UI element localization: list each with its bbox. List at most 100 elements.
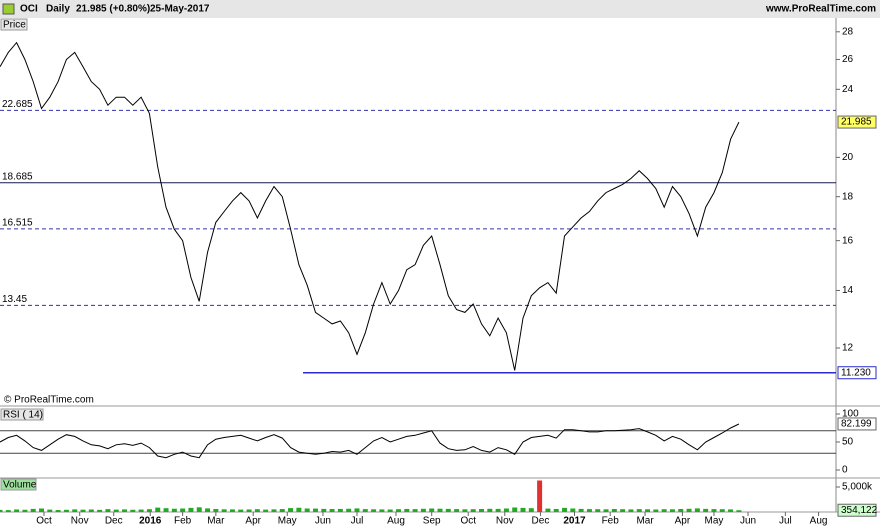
- volume-bar: [130, 509, 136, 512]
- volume-bar: [22, 509, 28, 512]
- volume-bar: [180, 508, 186, 512]
- x-tick-label: Oct: [460, 516, 476, 527]
- x-tick-label: May: [278, 516, 297, 527]
- volume-bar: [229, 509, 235, 512]
- volume-bar: [122, 509, 128, 512]
- period: Daily: [46, 4, 70, 15]
- level-label: 11.230: [841, 367, 871, 378]
- volume-bar: [520, 507, 526, 512]
- volume-bar: [213, 509, 219, 512]
- volume-bar: [711, 509, 717, 512]
- volume-bar: [578, 508, 584, 512]
- x-tick-label: Mar: [207, 516, 225, 527]
- volume-bar: [205, 508, 211, 512]
- volume-bar: [321, 508, 327, 512]
- volume-bar: [47, 509, 53, 512]
- watermark: © ProRealTime.com: [4, 395, 94, 406]
- y-tick-label: 0: [842, 465, 848, 476]
- last-value-label: 82.199: [841, 419, 872, 430]
- volume-bar: [586, 509, 592, 512]
- last-value-label: 21.985: [841, 117, 872, 128]
- volume-bar: [371, 509, 377, 512]
- volume-bar: [254, 509, 260, 512]
- volume-bar: [570, 508, 576, 512]
- last-value-label: 354,122: [841, 505, 878, 516]
- volume-bar: [462, 509, 468, 512]
- volume-bar: [437, 508, 443, 512]
- volume-bar: [72, 509, 78, 512]
- volume-bar: [636, 509, 642, 512]
- volume-bar: [661, 509, 667, 512]
- volume-bar: [669, 509, 675, 512]
- volume-bar: [736, 510, 742, 512]
- volume-bar: [354, 508, 360, 512]
- last-value-box: [837, 503, 877, 517]
- volume-bar: [39, 508, 44, 512]
- x-tick-label: Nov: [496, 516, 514, 527]
- volume-bar: [512, 507, 518, 512]
- volume-bar: [155, 507, 161, 512]
- volume-bar: [404, 508, 410, 512]
- volume-bar: [686, 508, 692, 512]
- volume-bar: [221, 509, 227, 512]
- quote: 21.985 (+0.80%): [76, 4, 150, 15]
- volume-bar: [620, 509, 626, 512]
- volume-bar: [487, 508, 493, 512]
- volume-bar: [113, 509, 119, 512]
- x-tick-label: Feb: [174, 516, 192, 527]
- volume-bar: [80, 509, 86, 512]
- volume-bar: [97, 509, 103, 512]
- volume-bar: [146, 509, 152, 512]
- volume-bar: [362, 509, 368, 512]
- price-line: [0, 423, 740, 459]
- volume-bar: [503, 508, 509, 512]
- volume-bar: [728, 509, 734, 512]
- volume-bar: [263, 509, 269, 512]
- symbol: OCI: [20, 4, 38, 15]
- volume-bar: [312, 508, 318, 512]
- volume-bar: [138, 509, 144, 512]
- volume-bar: [163, 508, 169, 512]
- panel-label: Price: [3, 20, 26, 31]
- volume-bar: [645, 509, 651, 512]
- x-tick-label: 2016: [139, 516, 162, 527]
- volume-bar: [246, 509, 252, 512]
- volume-bar: [595, 509, 601, 512]
- volume-bar: [603, 509, 609, 512]
- volume-bar: [55, 510, 61, 512]
- volume-bar: [63, 509, 69, 512]
- last-value-box: [837, 115, 877, 129]
- volume-bar: [188, 507, 194, 512]
- volume-bar: [445, 508, 451, 512]
- volume-bar: [14, 509, 20, 512]
- volume-bar: [304, 508, 310, 512]
- x-tick-label: Jun: [315, 516, 331, 527]
- volume-bar: [703, 508, 709, 512]
- volume-bar: [30, 508, 36, 512]
- x-tick-label: May: [705, 516, 724, 527]
- y-tick-label: 18: [842, 191, 854, 202]
- y-tick-label: 20: [842, 152, 854, 163]
- volume-bar: [279, 509, 285, 512]
- level-label: 16.515: [2, 217, 33, 228]
- panel-label-box: [0, 478, 37, 491]
- x-tick-label: Oct: [36, 516, 52, 527]
- volume-bar: [479, 509, 484, 512]
- volume-bar: [653, 509, 659, 512]
- last-value-box: [837, 417, 877, 431]
- level-label: 18.685: [2, 171, 33, 182]
- volume-bar: [678, 509, 684, 512]
- volume-bar: [171, 508, 177, 512]
- y-tick-label: 12: [842, 343, 854, 354]
- x-tick-label: Jun: [740, 516, 756, 527]
- volume-bar: [495, 508, 501, 512]
- x-tick-label: Aug: [387, 516, 405, 527]
- panel-label-box: [0, 408, 44, 421]
- x-tick-label: 2017: [563, 516, 586, 527]
- x-tick-label: Apr: [245, 516, 261, 527]
- volume-bar: [346, 508, 352, 512]
- volume-bar: [105, 509, 111, 512]
- header-bar: [0, 0, 880, 18]
- volume-bar: [5, 510, 11, 512]
